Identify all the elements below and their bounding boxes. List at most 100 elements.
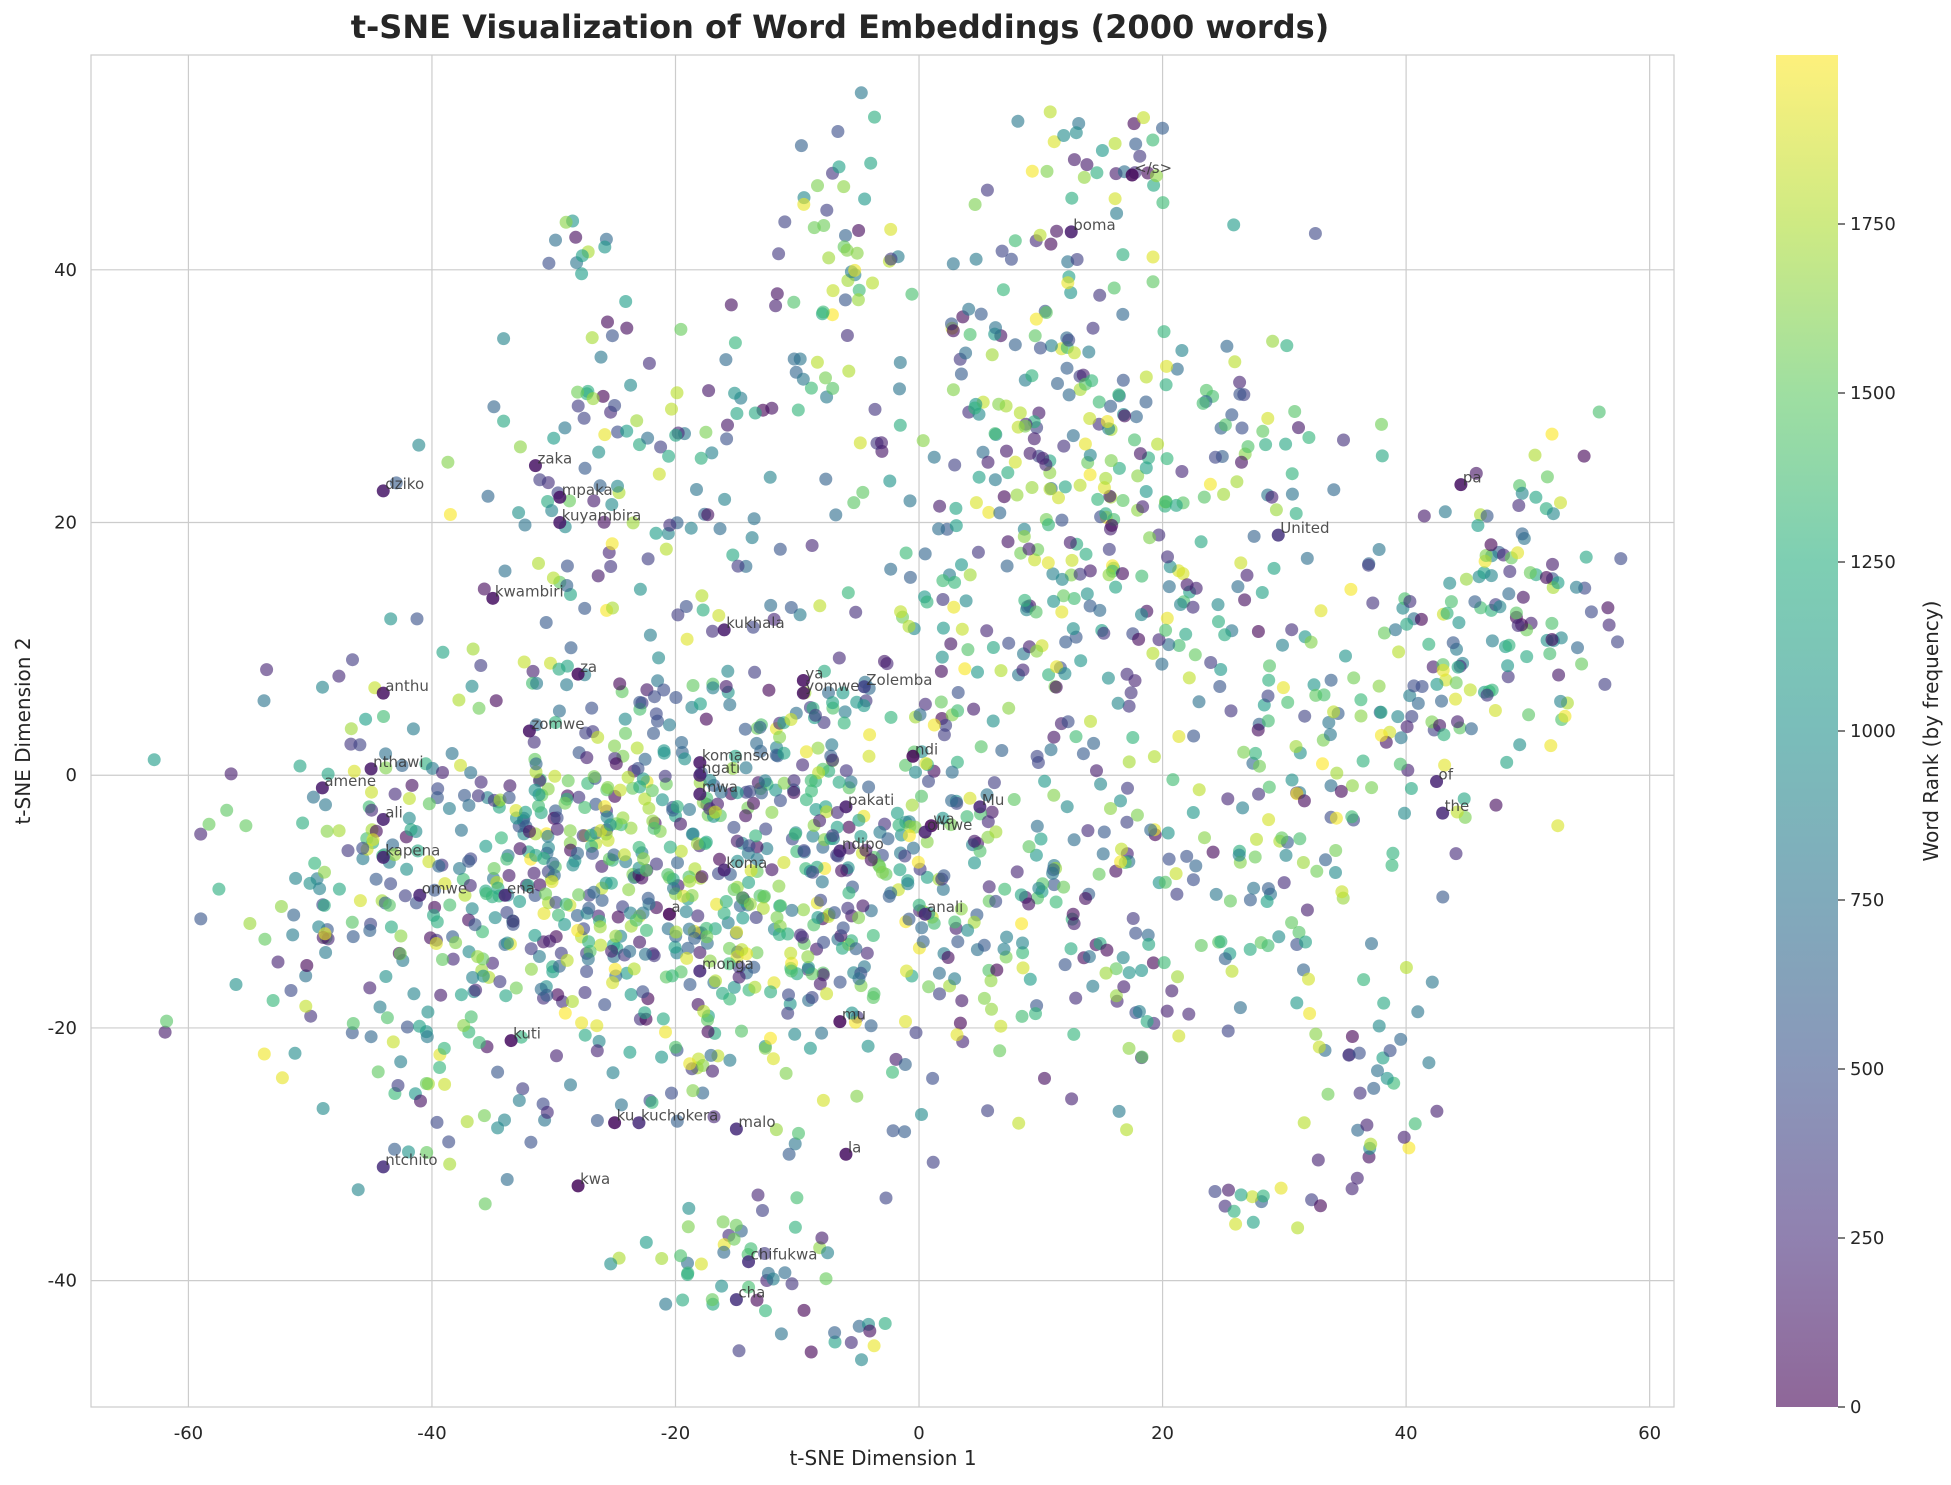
embedding-point [266, 994, 280, 1007]
embedding-point [1097, 626, 1111, 640]
embedding-point [684, 521, 698, 535]
embedding-point [1228, 355, 1242, 369]
embedding-point [990, 963, 1004, 977]
labeled-point [632, 1116, 646, 1130]
word-label: kuyambira [562, 507, 641, 525]
embedding-point [420, 1030, 434, 1044]
embedding-point [985, 348, 999, 362]
embedding-point [373, 1000, 387, 1014]
embedding-point [971, 665, 984, 679]
labeled-point [796, 673, 810, 687]
embedding-point [817, 935, 831, 949]
embedding-point [346, 1017, 360, 1030]
embedding-point [787, 352, 801, 366]
embedding-point [758, 1041, 772, 1055]
embedding-point [578, 801, 592, 814]
embedding-point [1365, 781, 1379, 795]
embedding-point [1067, 917, 1081, 931]
embedding-point [784, 946, 798, 960]
embedding-point [466, 971, 480, 984]
embedding-point [1049, 680, 1063, 694]
embedding-point [1175, 465, 1189, 478]
embedding-point [548, 716, 562, 729]
embedding-point [1022, 840, 1036, 854]
embedding-point [345, 915, 359, 929]
embedding-point [716, 986, 729, 1000]
embedding-point [1449, 692, 1462, 706]
embedding-point [1051, 377, 1064, 390]
embedding-point [1129, 137, 1143, 151]
embedding-point [386, 1035, 400, 1049]
embedding-point [1485, 634, 1499, 648]
embedding-point [765, 805, 779, 819]
embedding-point [540, 1105, 554, 1119]
embedding-point [639, 1235, 653, 1249]
embedding-point [839, 229, 852, 242]
embedding-point [679, 905, 693, 919]
embedding-point [420, 1146, 434, 1159]
embedding-point [1471, 519, 1485, 532]
embedding-point [656, 1012, 670, 1026]
embedding-point [1372, 679, 1386, 693]
embedding-point [810, 355, 824, 369]
embedding-point [1552, 668, 1566, 682]
embedding-point [1187, 729, 1201, 743]
embedding-point [585, 846, 599, 860]
embedding-point [826, 829, 840, 843]
embedding-point [690, 483, 703, 496]
embedding-point [384, 920, 398, 934]
embedding-point [502, 791, 516, 805]
embedding-point [728, 336, 742, 350]
embedding-point [1189, 859, 1203, 873]
embedding-point [675, 736, 689, 749]
embedding-point [1182, 1007, 1196, 1021]
embedding-point [516, 1082, 530, 1096]
embedding-point [548, 769, 562, 783]
embedding-point [633, 582, 647, 596]
embedding-point [597, 515, 611, 529]
embedding-point [1029, 312, 1043, 326]
embedding-point [1479, 549, 1493, 562]
embedding-point [815, 1026, 829, 1040]
labeled-point [522, 724, 536, 738]
embedding-point [654, 440, 668, 454]
embedding-point [1309, 1027, 1323, 1041]
embedding-point [413, 1019, 426, 1033]
embedding-point [1393, 757, 1407, 771]
embedding-point [900, 964, 913, 978]
embedding-point [902, 912, 916, 926]
embedding-point [1291, 1221, 1305, 1235]
embedding-point [1139, 461, 1153, 475]
embedding-point [1012, 1116, 1026, 1130]
embedding-point [494, 831, 508, 845]
embedding-point [1256, 424, 1270, 438]
embedding-point [1405, 710, 1419, 723]
labeled-point [796, 686, 810, 700]
embedding-point [1016, 946, 1030, 960]
embedding-point [739, 761, 753, 775]
embedding-point [1093, 288, 1107, 302]
embedding-point [1512, 499, 1526, 512]
embedding-point [202, 817, 216, 831]
embedding-point [1121, 781, 1134, 795]
embedding-point [1044, 743, 1058, 757]
embedding-point [404, 823, 418, 837]
embedding-point [1147, 750, 1161, 764]
embedding-point [578, 461, 592, 475]
embedding-point [1120, 815, 1134, 829]
embedding-point [641, 431, 655, 445]
embedding-point [365, 785, 378, 799]
embedding-point [386, 838, 400, 852]
embedding-point [1522, 708, 1536, 722]
embedding-point [753, 720, 767, 734]
embedding-point [260, 663, 274, 677]
embedding-point [1127, 117, 1141, 131]
embedding-point [915, 921, 929, 935]
embedding-point [1171, 970, 1184, 984]
embedding-point [1511, 619, 1525, 632]
embedding-point [986, 714, 1000, 728]
embedding-point [1116, 307, 1130, 321]
embedding-point [665, 402, 678, 416]
embedding-point [844, 775, 858, 789]
embedding-point [1446, 636, 1460, 650]
